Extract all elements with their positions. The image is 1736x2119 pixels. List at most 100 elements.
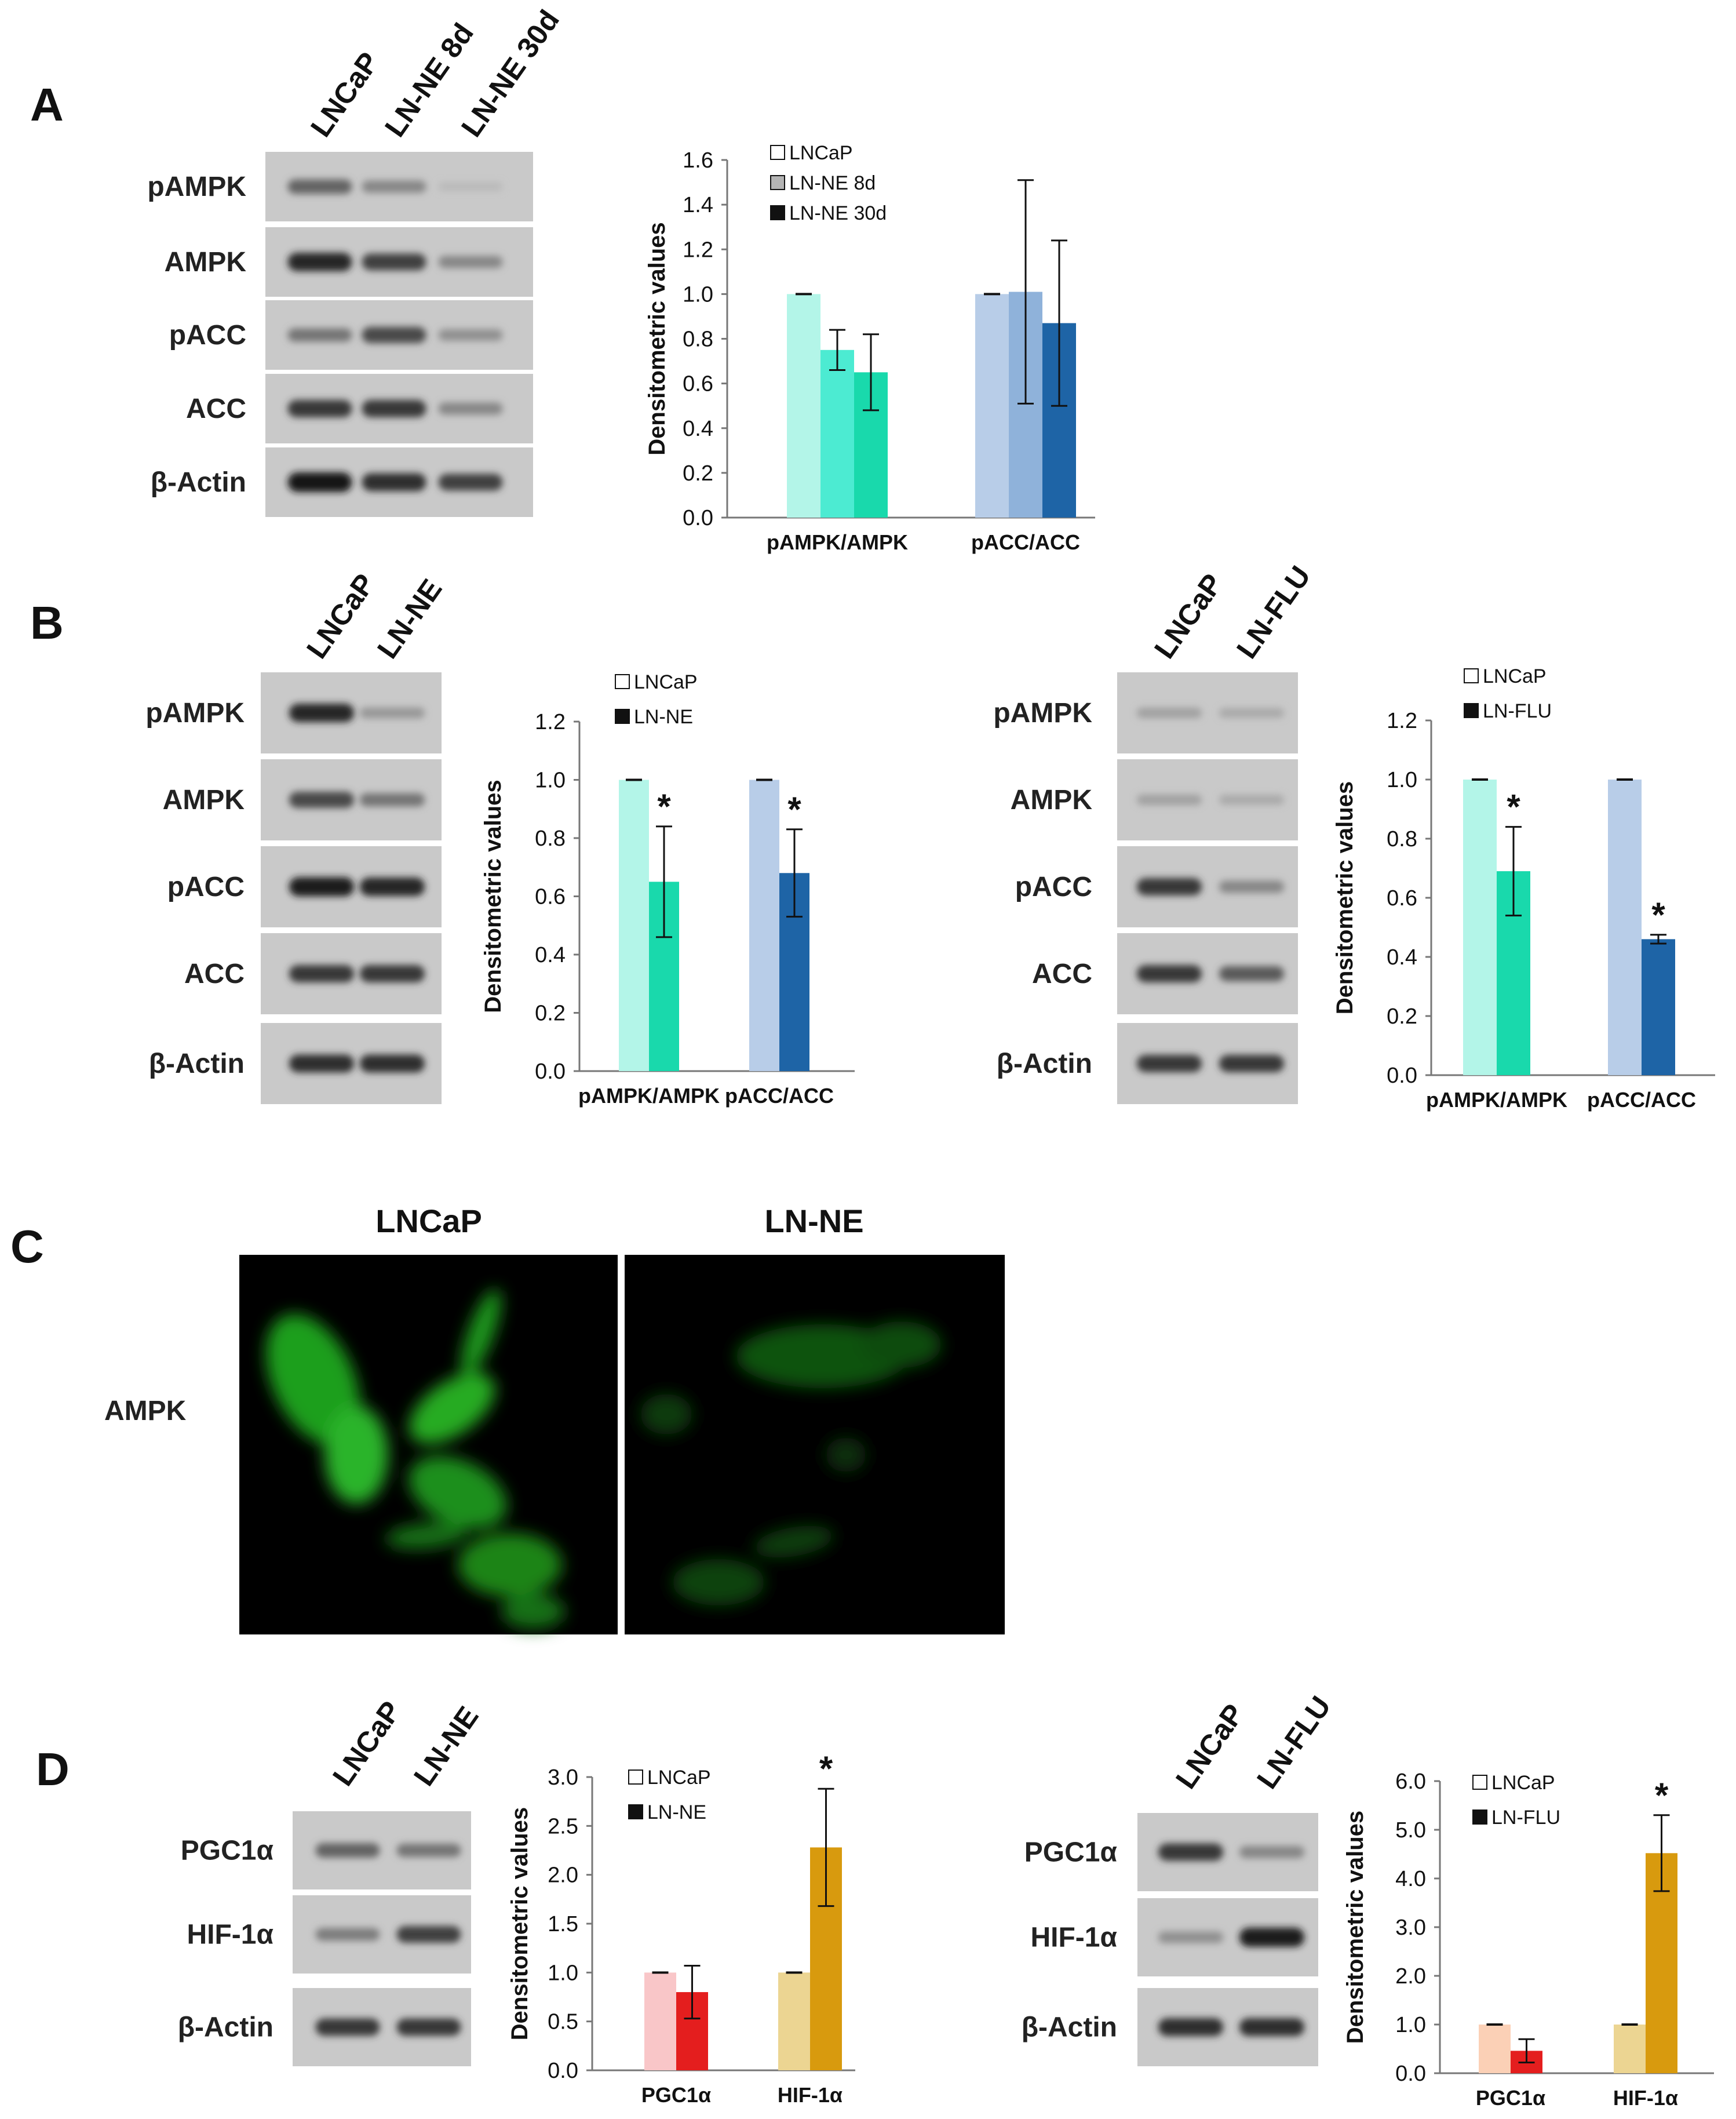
band-pgc1-ln-flu [1239, 1846, 1305, 1858]
blot-panel-d-ln-flu: LNCaP LN-FLU PGC1α HIF-1α β-Actin [1022, 1690, 1337, 2066]
bar-pampk-ampk-lncap [787, 294, 820, 518]
legend-swatch-lncap [615, 674, 630, 689]
panel-label-c: C [10, 1221, 44, 1272]
y-tick-label: 0.6 [535, 885, 566, 909]
y-tick-label: 1.0 [683, 282, 713, 307]
y-tick-label: 1.0 [535, 769, 566, 793]
legend-swatch-ln-ne-8d [770, 175, 785, 190]
x-category-label-pacc-acc: pACC/ACC [725, 1084, 834, 1108]
bar-pacc-acc-lncap [975, 294, 1009, 518]
y-axis-label: Densitometric values [507, 1807, 533, 2040]
y-tick-label: 1.0 [548, 1961, 578, 1985]
blot-row-label-actin: β-Actin [1022, 2012, 1117, 2043]
band-acc-lncap [287, 400, 352, 417]
band-acc-ln-ne-8d [362, 400, 426, 417]
lane-label-lncap: LNCaP [326, 1695, 407, 1792]
significance-star: * [1655, 1776, 1669, 1815]
y-tick-label: 6.0 [1395, 1770, 1426, 1794]
blot-row-label-ampk: AMPK [1011, 785, 1093, 815]
y-tick-label: 0.6 [683, 372, 713, 396]
image-row-label-ampk: AMPK [104, 1396, 187, 1426]
panel-label-a: A [30, 79, 64, 130]
lane-label-lncap: LNCaP [304, 46, 385, 143]
legend-label-ln-flu: LN-FLU [1491, 1807, 1560, 1829]
band-ampk-ln-ne-8d [362, 253, 426, 271]
significance-star: * [657, 787, 671, 826]
blot-row-label-hif-1: HIF-1α [1030, 1923, 1117, 1953]
y-tick-label: 0.0 [1395, 2062, 1426, 2086]
y-tick-label: 0.2 [1387, 1004, 1417, 1029]
y-tick-label: 0.2 [683, 461, 713, 486]
legend-label-ln-ne-30d: LN-NE 30d [789, 202, 887, 224]
image-title-ln-ne: LN-NE [764, 1203, 863, 1239]
significance-star: * [1507, 788, 1520, 827]
y-tick-label: 0.8 [683, 327, 713, 352]
legend-label-ln-flu: LN-FLU [1483, 700, 1552, 722]
y-tick-label: 2.0 [548, 1863, 578, 1888]
lane-label-ln-flu: LN-FLU [1230, 560, 1316, 664]
bar-pampk-ampk-ln-ne-8d [820, 349, 854, 518]
band-hif-1-lncap [1158, 1931, 1224, 1943]
significance-star: * [1651, 895, 1665, 934]
significance-star: * [819, 1749, 833, 1788]
chart-panel-d-ln-flu: 0.0 1.0 2.0 3.0 4.0 5.0 6.0 Densitometric value… [1343, 1770, 1714, 2110]
y-tick-label: 0.4 [683, 417, 713, 441]
blot-row-label-acc: ACC [184, 959, 245, 989]
band-pacc-ln-ne-30d [438, 329, 503, 341]
y-tick-label: 1.5 [548, 1912, 578, 1936]
ln-ne-cells [640, 1321, 942, 1605]
y-tick-label: 1.0 [1395, 2013, 1426, 2037]
blot-row-label-pampk: pAMPK [147, 172, 246, 202]
band-ampk-lncap [1136, 795, 1202, 805]
band-actin-ln-flu [1239, 2018, 1305, 2036]
bar-pacc-acc-ln-flu [1642, 939, 1675, 1075]
x-category-label-hif-1: HIF-1α [778, 2083, 843, 2107]
bar-pgc1-lncap [1479, 2025, 1511, 2073]
band-pampk-ln-flu [1219, 708, 1285, 718]
y-tick-label: 0.0 [535, 1060, 566, 1084]
chart-panel-b-ln-flu: 0.0 0.2 0.4 0.6 0.8 1.0 1.2 Densitometric value… [1332, 665, 1715, 1112]
band-acc-ln-ne [359, 965, 425, 982]
bar-pgc1-lncap [644, 1972, 676, 2070]
band-actin-ln-ne-30d [438, 474, 503, 491]
y-tick-label: 0.5 [548, 2010, 578, 2034]
lane-label-ln-flu: LN-FLU [1250, 1690, 1337, 1794]
band-actin-lncap [287, 472, 352, 492]
blot-panel-b-ln-flu: LNCaP LN-FLU pAMPK AMPK pACC ACC β-Actin [993, 560, 1317, 1104]
band-ampk-lncap [289, 792, 355, 808]
band-actin-ln-flu [1219, 1055, 1285, 1072]
blot-row-label-pampk: pAMPK [993, 698, 1092, 729]
legend-label-lncap: LNCaP [1483, 665, 1547, 687]
band-actin-lncap [1136, 1055, 1202, 1072]
y-tick-label: 5.0 [1395, 1818, 1426, 1843]
band-pampk-ln-ne-30d [438, 182, 503, 191]
y-tick-label: 0.0 [1387, 1064, 1417, 1088]
band-actin-lncap [1158, 2018, 1224, 2036]
legend-swatch-lncap [628, 1770, 643, 1785]
band-pgc1-lncap [1158, 1843, 1224, 1861]
y-axis-label: Densitometric values [1343, 1811, 1368, 2044]
bar-pampk-ampk-lncap [1463, 780, 1497, 1075]
x-category-label-hif-1: HIF-1α [1613, 2086, 1678, 2110]
band-pacc-lncap [289, 877, 355, 897]
panel-c-immunofluorescence: LNCaP LN-NE AMPK [104, 1203, 1005, 1634]
band-ampk-ln-ne [359, 793, 425, 807]
bar-hif-1-lncap [778, 1972, 810, 2070]
bar-pacc-acc-lncap [749, 780, 779, 1071]
band-pgc1-lncap [315, 1843, 380, 1858]
y-tick-label: 0.2 [535, 1002, 566, 1026]
band-acc-ln-flu [1219, 966, 1285, 981]
legend-label-lncap: LNCaP [1491, 1772, 1555, 1794]
band-pacc-ln-ne-8d [362, 327, 426, 343]
lncap-cells [265, 1289, 565, 1629]
band-ampk-lncap [287, 253, 352, 271]
bar-hif-1-lncap [1614, 2025, 1646, 2073]
y-tick-label: 1.2 [535, 710, 566, 734]
legend-swatch-lncap [770, 145, 785, 160]
x-category-label-pampk-ampk: pAMPK/AMPK [578, 1084, 720, 1108]
blot-row-label-pgc1: PGC1α [181, 1836, 274, 1866]
legend-label-lncap: LNCaP [789, 142, 853, 164]
chart-panel-b-ln-ne: 0.0 0.2 0.4 0.6 0.8 1.0 1.2 Densitometric value… [480, 671, 855, 1108]
